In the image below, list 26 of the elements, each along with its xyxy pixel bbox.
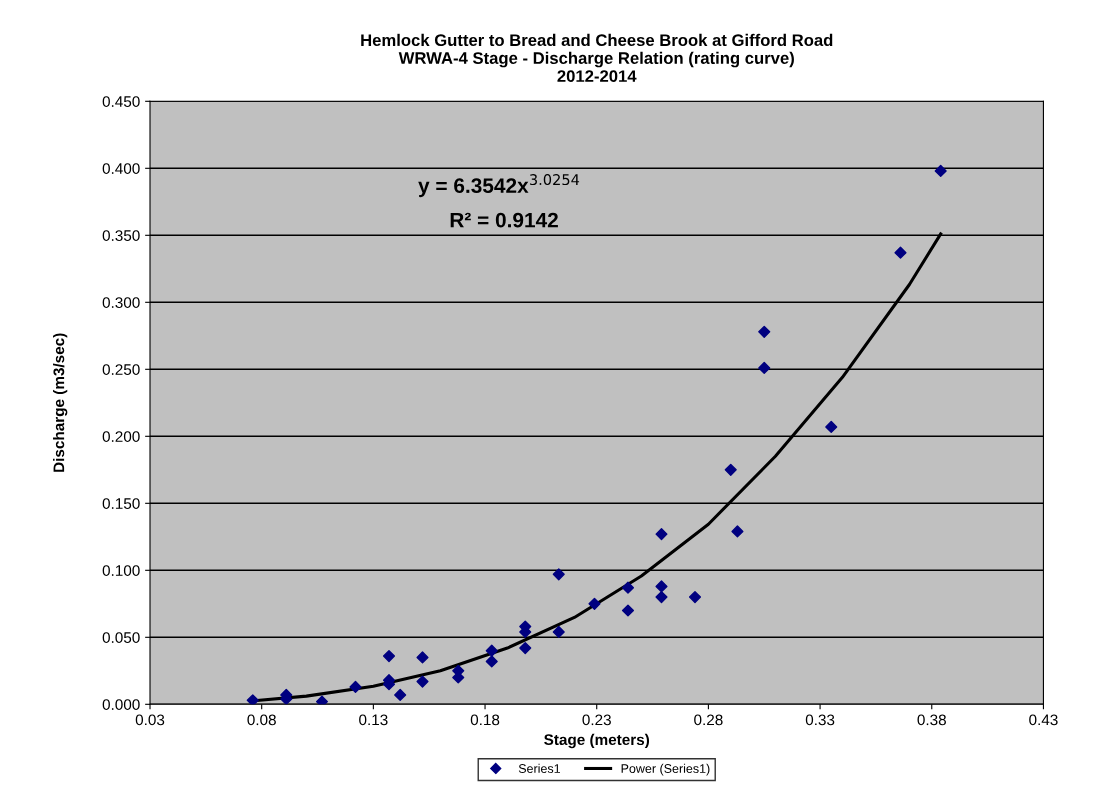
- y-tick-label: 0.350: [102, 230, 140, 241]
- y-axis-title: Discharge (m3/sec): [53, 333, 68, 472]
- chart-title: Hemlock Gutter to Bread and Cheese Brook at Gifford Road WRWA-4 Stage - Discharge Relation (rating curve) 2012-2014: [361, 33, 833, 83]
- x-tick-label: 0.38: [917, 714, 946, 726]
- y-tick-label: 0.400: [102, 163, 140, 174]
- y-tick-label: 0.450: [102, 96, 140, 107]
- y-tick-label: 0.300: [102, 297, 140, 308]
- x-tick-label: 0.18: [470, 714, 500, 726]
- y-tick-label: 0.050: [102, 632, 140, 643]
- x-tick-label: 0.03: [135, 714, 165, 726]
- x-tick-label: 0.33: [805, 714, 835, 726]
- x-tick-label: 0.23: [582, 714, 611, 726]
- annotation: y = 6.3542x$^{3.0254}$: [418, 174, 580, 198]
- y-tick-label: 0.250: [102, 364, 140, 375]
- x-tick-label: 0.08: [247, 714, 276, 726]
- y-tick-label: 0.000: [102, 699, 140, 710]
- x-tick-label: 0.13: [359, 714, 388, 726]
- y-tick-label: 0.150: [102, 498, 140, 509]
- x-axis-title: Stage (meters): [544, 733, 650, 749]
- x-tick-label: 0.28: [694, 714, 723, 726]
- annotation: R² = 0.9142: [450, 212, 558, 228]
- y-tick-label: 0.200: [102, 431, 140, 442]
- legend-label: Power (Series1): [621, 763, 710, 776]
- y-tick-label: 0.100: [102, 565, 140, 576]
- x-tick-label: 0.43: [1029, 714, 1058, 726]
- legend-label: Series1: [518, 763, 560, 773]
